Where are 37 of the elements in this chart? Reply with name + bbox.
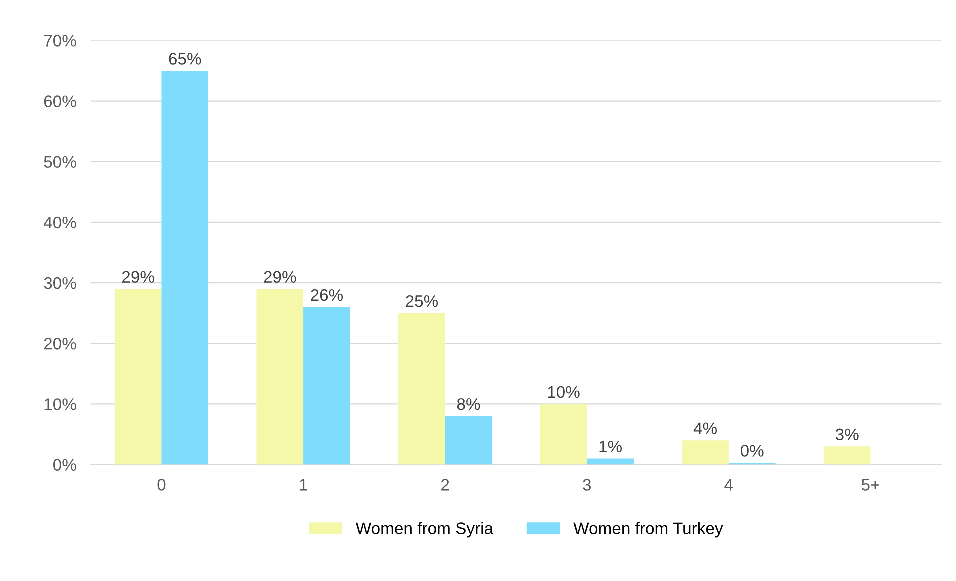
y-tick-label: 60% <box>44 96 76 108</box>
bar <box>445 416 492 465</box>
bar <box>587 458 634 465</box>
x-tick-label: 2 <box>442 479 450 491</box>
data-label: 3% <box>836 428 859 441</box>
data-label: 10% <box>548 386 580 398</box>
data-label: 65% <box>169 53 202 65</box>
bar <box>114 289 162 465</box>
data-label: 8% <box>457 398 480 410</box>
data-label: 29% <box>122 271 154 284</box>
y-tick-label: 20% <box>44 338 76 350</box>
data-label: 26% <box>311 289 344 302</box>
legend-label: Women from Syria <box>356 522 494 538</box>
bar <box>162 70 209 465</box>
bar <box>824 446 871 465</box>
x-tick-label: 4 <box>724 479 734 491</box>
bar <box>398 313 446 465</box>
data-label: 0% <box>740 445 764 457</box>
y-tick-label: 50% <box>44 156 76 168</box>
x-tick-label: 5+ <box>862 479 880 491</box>
bar <box>540 404 588 465</box>
bar <box>304 307 350 465</box>
x-tick-label: 1 <box>300 479 308 491</box>
data-label: 29% <box>264 271 296 284</box>
y-tick-label: 70% <box>44 35 76 47</box>
y-tick-label: 30% <box>44 277 76 290</box>
legend-label: Women from Turkey <box>574 522 724 538</box>
data-label: 25% <box>406 295 438 308</box>
x-tick-label: 3 <box>583 479 592 491</box>
data-label: 1% <box>600 440 622 453</box>
bar <box>256 289 304 465</box>
y-tick-label: 40% <box>44 216 76 229</box>
y-tick-label: 10% <box>44 398 76 410</box>
x-tick-label: 0 <box>158 479 166 491</box>
data-label: 4% <box>694 422 718 434</box>
y-tick-label: 0% <box>53 459 76 472</box>
bar <box>682 440 729 465</box>
